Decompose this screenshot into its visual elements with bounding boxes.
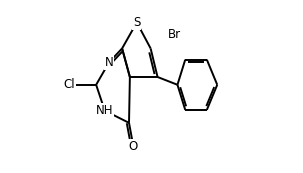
Text: O: O (129, 140, 138, 153)
Text: NH: NH (96, 104, 114, 117)
Text: Br: Br (168, 28, 181, 41)
Text: N: N (105, 56, 114, 69)
Text: Cl: Cl (64, 78, 75, 91)
Text: S: S (133, 16, 141, 29)
